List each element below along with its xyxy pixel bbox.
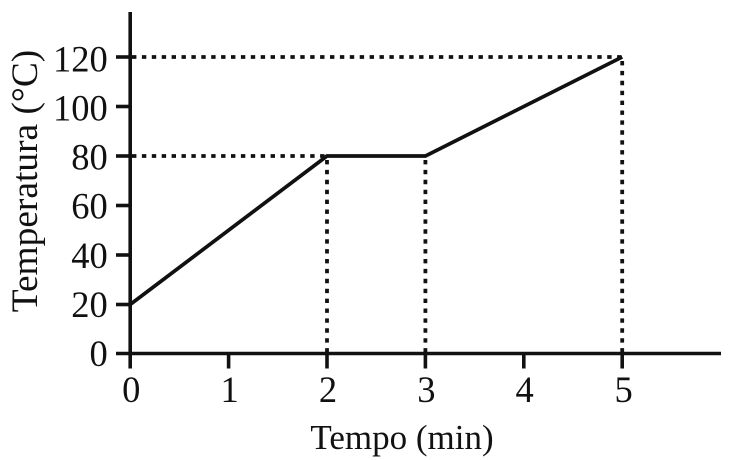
svg-text:3: 3 [417, 369, 435, 410]
svg-text:0: 0 [122, 369, 140, 410]
svg-text:2: 2 [319, 369, 337, 410]
svg-text:60: 60 [71, 186, 108, 227]
svg-text:4: 4 [515, 369, 533, 410]
svg-text:0: 0 [89, 333, 107, 374]
svg-text:20: 20 [71, 284, 108, 325]
svg-text:Tempo (min): Tempo (min) [310, 418, 493, 457]
svg-text:5: 5 [614, 369, 632, 410]
svg-text:1: 1 [220, 369, 238, 410]
svg-text:Temperatura (°C): Temperatura (°C) [5, 50, 46, 313]
svg-text:80: 80 [71, 137, 108, 178]
svg-text:40: 40 [71, 235, 108, 276]
svg-text:120: 120 [53, 38, 108, 79]
svg-text:100: 100 [53, 88, 108, 129]
